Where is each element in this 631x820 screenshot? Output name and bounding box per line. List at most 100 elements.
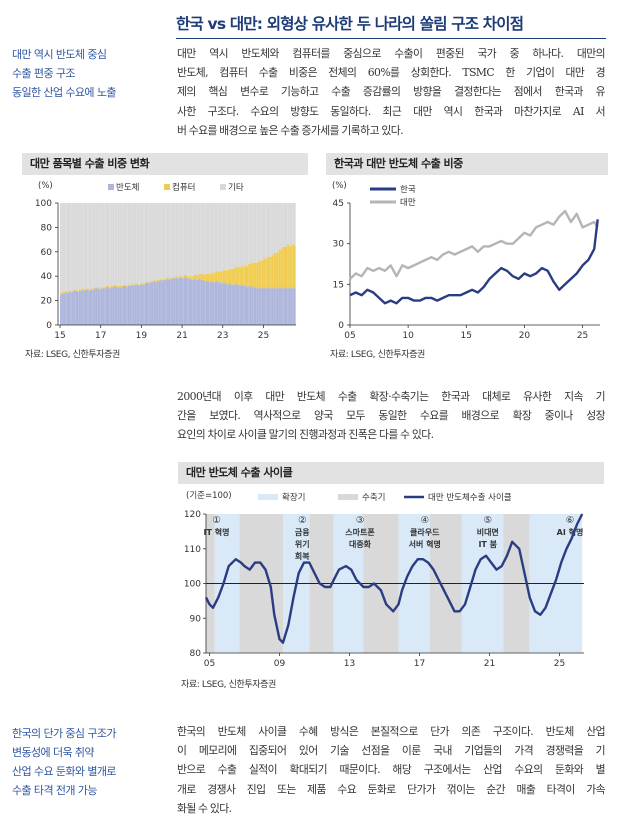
chart1-bar-other [178,203,181,277]
chart1-bar-computer [149,281,152,283]
chart1-bar-other [119,203,122,286]
chart1-legend-swatch [220,184,226,190]
chart3-legend-label: 대만 반도체수출 사이클 [428,492,512,503]
chart1-bar-computer [241,265,244,285]
chart1-bar-other [138,203,140,285]
chart1-bar-other [65,203,67,291]
chart1-bar-other [139,203,142,284]
chart1-bar-other [156,203,159,280]
chart1-bar-other [154,203,157,282]
chart2-x-tick-label: 20 [519,331,531,341]
chart1-bar-other [177,203,179,278]
chart1-bar-computer [227,270,230,285]
chart3-x-tick-label: 25 [554,659,565,669]
chart1-bar-other [265,203,267,260]
chart1-bar-other [258,203,261,261]
chart3-x-tick-label: 05 [204,659,215,669]
chart1-y-tick-label: 0 [46,321,52,331]
chart1-bar-semiconductor [268,288,271,325]
chart1-bar-other [219,203,222,272]
chart1-bar-computer [224,270,227,284]
chart1-bar-other [287,203,289,245]
chart1-bar-computer [153,279,155,282]
chart1-bar-semiconductor [154,282,157,325]
chart1-bar-other [282,203,284,247]
chart1-bar-semiconductor [231,284,233,325]
chart3-taiwan-semiconductor-cycle: (기준=100) 확장기 수축기 대만 반도체수출 사이클 80 90 100 110 120 0… [184,491,584,669]
chart1-bar-computer [165,278,167,280]
chart1-legend-label: 반도체 [116,182,139,193]
chart1-bar-computer [246,266,249,288]
chart1-bar-other [215,203,218,272]
chart1-bar-semiconductor [270,288,272,325]
chart1-bar-computer [207,273,210,282]
chart1-bar-semiconductor [83,290,86,325]
chart1-bar-computer [131,283,133,285]
chart1-bar-computer [66,292,69,294]
chart1-bar-computer [254,262,257,288]
chart1-bar-semiconductor [166,278,169,325]
chart3-annotation-number: ③ [356,515,365,526]
chart1-bar-computer [82,288,84,290]
chart1-bar-semiconductor [265,288,267,325]
paragraph-line: 화될 수 있다. [177,801,232,815]
chart3-annotation-number: ④ [420,515,429,526]
chart1-bar-semiconductor [224,283,227,325]
chart3-title: 대만 반도체 수출 사이클 [178,462,604,484]
chart1-bar-computer [215,271,218,282]
chart1-bar-semiconductor [115,287,118,325]
chart1-bar-semiconductor [261,288,264,325]
chart1-bar-semiconductor [100,288,103,325]
chart1-bar-other [200,203,203,274]
chart1-bar-computer [231,268,233,285]
chart1-bar-computer [141,283,144,285]
chart1-bar-semiconductor [236,284,239,325]
chart3-annotation-label: 금융 [295,527,310,537]
chart1-bar-semiconductor [241,284,244,325]
chart1-bar-semiconductor [138,285,140,325]
chart1-bar-computer [192,276,194,280]
chart1-bar-other [238,203,240,267]
chart3-legend-label: 확장기 [282,492,305,503]
chart1-bar-computer [209,273,211,283]
chart1-bar-semiconductor [90,289,93,325]
chart3-annotation-label: 클라우드 [410,527,440,537]
chart1-bar-semiconductor [148,283,150,325]
chart1-x-tick-label: 17 [95,331,106,341]
chart1-bar-other [166,203,169,278]
chart1-bar-other [93,203,96,288]
chart1-bar-computer [156,279,159,282]
chart1-bar-other [278,203,281,250]
chart1-bar-computer [268,256,271,289]
chart1-bar-computer [195,274,198,280]
chart1-legend-swatch [108,184,114,190]
chart1-bar-semiconductor [248,285,250,325]
chart1-bar-computer [122,284,125,286]
chart1-bar-computer [197,274,200,280]
chart1-bar-other [115,203,118,286]
chart1-bar-semiconductor [88,290,91,325]
chart1-bar-semiconductor [251,285,254,325]
chart1-bar-other [280,203,283,250]
chart1-bar-computer [154,281,157,283]
chart3-unit-label: (기준=100) [186,491,232,501]
chart1-bar-semiconductor [193,278,196,325]
chart1-bar-semiconductor [151,282,154,325]
chart1-bar-semiconductor [143,284,145,325]
chart1-bar-semiconductor [175,277,177,325]
chart1-bar-computer [293,245,296,289]
chart1-bar-semiconductor [217,282,220,325]
chart1-bar-semiconductor [275,288,278,325]
chart1-bar-other [190,203,193,277]
chart1-bar-computer [99,288,101,290]
chart1-bar-semiconductor [234,283,237,325]
chart3-annotation-label: 비대면 [477,527,499,537]
chart1-bar-other [148,203,150,283]
chart1-bar-computer [187,276,189,279]
chart1-bar-other [290,203,293,246]
chart1-bar-computer [243,266,245,286]
chart1-bar-other [173,203,176,278]
chart1-bar-semiconductor [161,281,164,325]
paragraph-line: 한국의 반도체 사이클 수혜 방식은 본질적으로 단가 의존 구조이다. 반도체… [177,725,606,738]
